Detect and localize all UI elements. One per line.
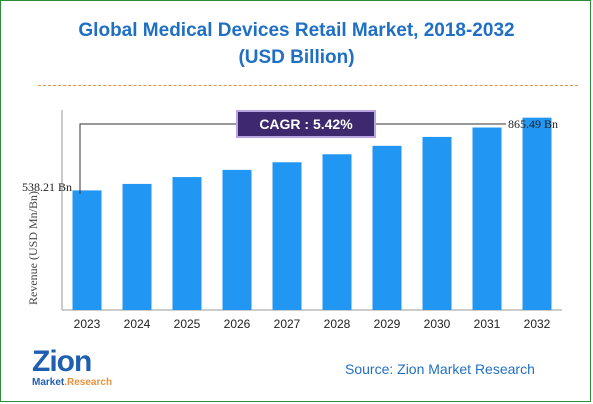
- bar-2032: [522, 117, 552, 311]
- title-divider: [38, 85, 578, 86]
- last-value-label: 865.49 Bn: [508, 117, 558, 131]
- x-tick-label-2030: 2030: [424, 317, 451, 331]
- bar-2031: [472, 127, 502, 311]
- logo-wordmark: Zion: [32, 345, 92, 378]
- bar-2025: [172, 177, 202, 310]
- x-tick-label-2028: 2028: [324, 317, 351, 331]
- x-tick-labels: 2023 2024 2025 2026 2027 2028 2029 2030 2031 2032: [74, 317, 551, 331]
- source-note: Source: Zion Market Research: [345, 361, 535, 377]
- chart-title-line-2: (USD Billion): [238, 47, 355, 68]
- bar-2027: [272, 162, 302, 310]
- x-tick-label-2027: 2027: [274, 317, 301, 331]
- bar-2030: [422, 136, 452, 310]
- y-axis-label: Revenue (USD Mn/Bn): [26, 191, 40, 305]
- x-tick-label-2024: 2024: [124, 317, 151, 331]
- x-tick-label-2031: 2031: [474, 317, 501, 331]
- bar-2024: [122, 183, 152, 310]
- bar-2029: [372, 145, 402, 310]
- bar-2026: [222, 169, 252, 310]
- cagr-badge: [236, 110, 376, 138]
- bars-group: [72, 117, 552, 311]
- logo-subtext-right: .Research: [64, 377, 113, 388]
- bar-2028: [322, 154, 352, 310]
- zion-logo: Zion Market.Research: [32, 345, 142, 397]
- cagr-text: CAGR : 5.42%: [259, 116, 353, 132]
- x-tick-label-2026: 2026: [224, 317, 251, 331]
- x-tick-label-2023: 2023: [74, 317, 101, 331]
- chart-title-line-1: Global Medical Devices Retail Market, 20…: [78, 20, 515, 41]
- chart-title: Global Medical Devices Retail Market, 20…: [0, 17, 593, 71]
- x-tick-label-2032: 2032: [524, 317, 551, 331]
- first-value-label: 538.21 Bn: [22, 180, 72, 194]
- bar-2023: [72, 190, 102, 310]
- logo-subtext-left: Market: [32, 377, 65, 388]
- x-tick-label-2029: 2029: [374, 317, 401, 331]
- logo-subtext: Market.Research: [32, 377, 112, 388]
- x-tick-label-2025: 2025: [174, 317, 201, 331]
